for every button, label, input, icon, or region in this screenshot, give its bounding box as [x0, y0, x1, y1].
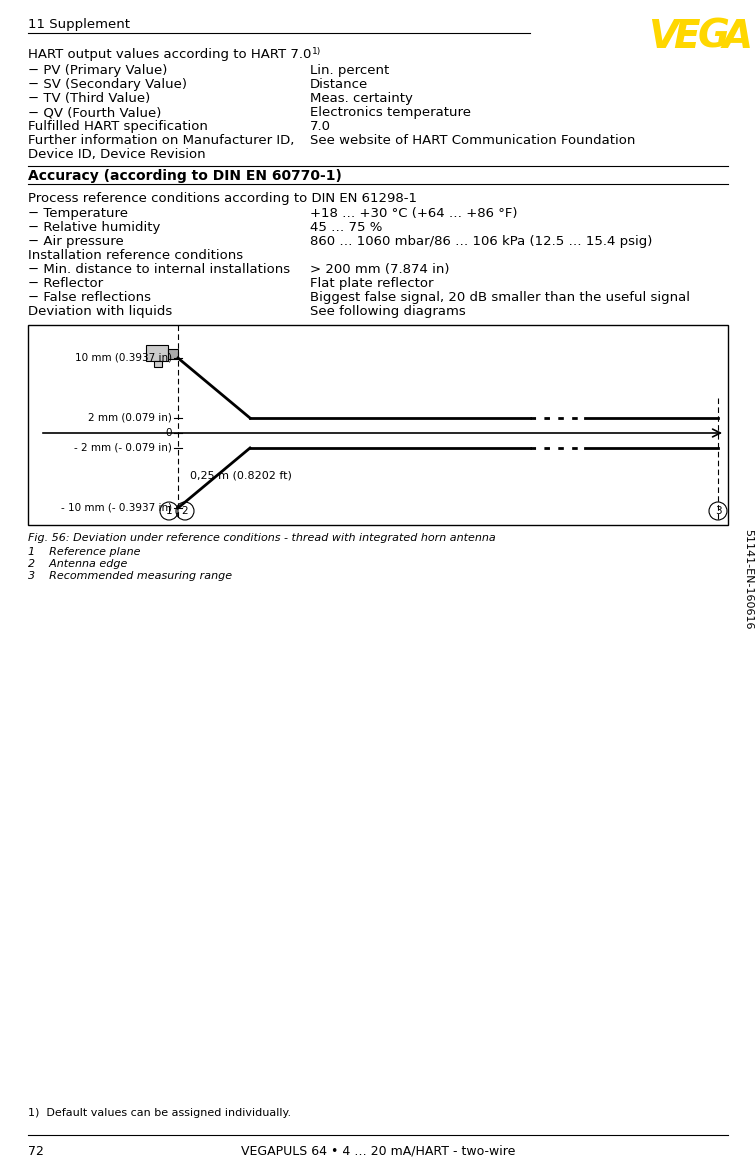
Text: Flat plate reflector: Flat plate reflector — [310, 277, 433, 290]
Text: − SV (Secondary Value): − SV (Secondary Value) — [28, 78, 187, 91]
Text: - 10 mm (- 0.3937 in): - 10 mm (- 0.3937 in) — [61, 503, 172, 513]
Text: 1)  Default values can be assigned individually.: 1) Default values can be assigned indivi… — [28, 1108, 291, 1118]
Text: − Air pressure: − Air pressure — [28, 235, 124, 248]
Text: − PV (Primary Value): − PV (Primary Value) — [28, 64, 167, 78]
Text: 10 mm (0.3937 in): 10 mm (0.3937 in) — [75, 353, 172, 363]
Text: 0,25 m (0.8202 ft): 0,25 m (0.8202 ft) — [190, 471, 292, 480]
Text: 3: 3 — [714, 506, 721, 516]
Text: 1: 1 — [166, 506, 172, 516]
Text: 2: 2 — [181, 506, 188, 516]
Text: E: E — [673, 19, 699, 56]
Text: HART output values according to HART 7.0: HART output values according to HART 7.0 — [28, 47, 311, 61]
Text: Device ID, Device Revision: Device ID, Device Revision — [28, 148, 206, 161]
Bar — [168, 349, 178, 359]
Text: − Reflector: − Reflector — [28, 277, 103, 290]
Text: 7.0: 7.0 — [310, 120, 331, 133]
Text: G: G — [698, 19, 730, 56]
Text: 11 Supplement: 11 Supplement — [28, 19, 130, 31]
Text: 3    Recommended measuring range: 3 Recommended measuring range — [28, 572, 232, 581]
Text: − False reflections: − False reflections — [28, 292, 151, 304]
Text: - 2 mm (- 0.079 in): - 2 mm (- 0.079 in) — [74, 443, 172, 454]
Text: 51141-EN-160616: 51141-EN-160616 — [743, 529, 753, 629]
Text: 72: 72 — [28, 1145, 44, 1157]
Text: − Relative humidity: − Relative humidity — [28, 221, 160, 234]
Text: 860 … 1060 mbar/86 … 106 kPa (12.5 … 15.4 psig): 860 … 1060 mbar/86 … 106 kPa (12.5 … 15.… — [310, 235, 652, 248]
Text: Meas. certainty: Meas. certainty — [310, 93, 413, 105]
Text: Fig. 56: Deviation under reference conditions - thread with integrated horn ante: Fig. 56: Deviation under reference condi… — [28, 533, 496, 543]
Text: A: A — [723, 19, 753, 56]
Text: Further information on Manufacturer ID,: Further information on Manufacturer ID, — [28, 134, 294, 147]
Text: V: V — [648, 19, 678, 56]
Text: VEGAPULS 64 • 4 … 20 mA/HART - two-wire: VEGAPULS 64 • 4 … 20 mA/HART - two-wire — [241, 1145, 515, 1157]
Text: Lin. percent: Lin. percent — [310, 64, 389, 78]
Text: − Min. distance to internal installations: − Min. distance to internal installation… — [28, 263, 290, 277]
Text: Deviation with liquids: Deviation with liquids — [28, 305, 172, 318]
Text: − Temperature: − Temperature — [28, 207, 128, 220]
Text: > 200 mm (7.874 in): > 200 mm (7.874 in) — [310, 263, 450, 277]
Text: Process reference conditions according to DIN EN 61298-1: Process reference conditions according t… — [28, 192, 417, 205]
Text: See following diagrams: See following diagrams — [310, 305, 466, 318]
Text: 45 … 75 %: 45 … 75 % — [310, 221, 383, 234]
Text: 2 mm (0.079 in): 2 mm (0.079 in) — [88, 413, 172, 423]
Text: 2    Antenna edge: 2 Antenna edge — [28, 559, 127, 569]
Text: Distance: Distance — [310, 78, 368, 91]
Bar — [146, 345, 168, 361]
Text: Installation reference conditions: Installation reference conditions — [28, 249, 243, 261]
Text: − QV (Fourth Value): − QV (Fourth Value) — [28, 106, 161, 119]
Text: Electronics temperature: Electronics temperature — [310, 106, 471, 119]
Text: 1): 1) — [312, 47, 321, 56]
Text: See website of HART Communication Foundation: See website of HART Communication Founda… — [310, 134, 635, 147]
Text: − TV (Third Value): − TV (Third Value) — [28, 93, 150, 105]
Text: Accuracy (according to DIN EN 60770-1): Accuracy (according to DIN EN 60770-1) — [28, 169, 342, 183]
Text: 1    Reference plane: 1 Reference plane — [28, 547, 141, 557]
Bar — [154, 361, 162, 367]
Text: 0: 0 — [166, 428, 172, 439]
Text: Fulfilled HART specification: Fulfilled HART specification — [28, 120, 208, 133]
Text: +18 … +30 °C (+64 … +86 °F): +18 … +30 °C (+64 … +86 °F) — [310, 207, 518, 220]
Bar — [28, 325, 728, 525]
Text: Biggest false signal, 20 dB smaller than the useful signal: Biggest false signal, 20 dB smaller than… — [310, 292, 690, 304]
